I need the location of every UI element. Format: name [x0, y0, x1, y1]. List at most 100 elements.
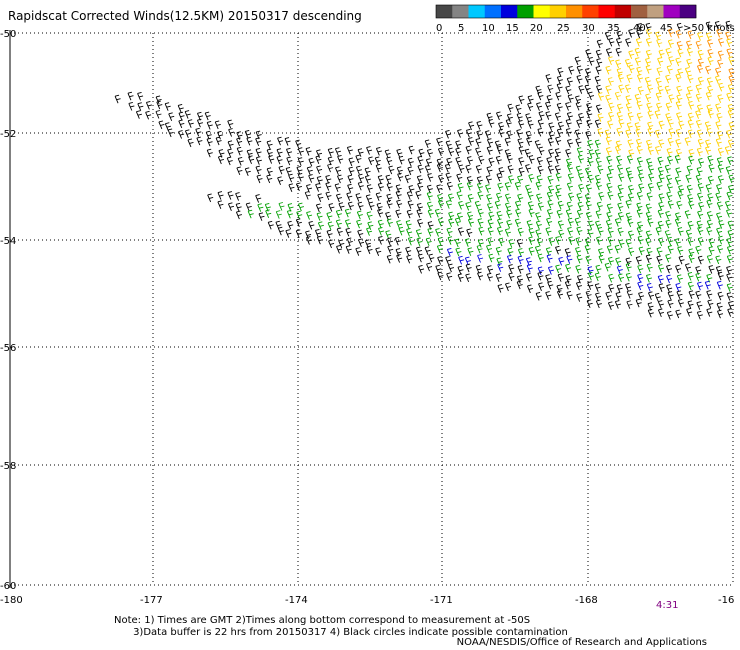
wind-barb — [227, 140, 234, 149]
wind-barb — [705, 91, 712, 101]
wind-barb — [616, 103, 623, 113]
scale-border — [435, 4, 697, 19]
wind-barb — [478, 155, 485, 165]
wind-barb — [184, 129, 191, 139]
wind-barb — [335, 193, 342, 203]
wind-barb — [226, 156, 233, 166]
wind-barb — [457, 182, 464, 192]
wind-barb — [686, 165, 693, 174]
wind-barb — [437, 271, 444, 281]
wind-barb — [246, 136, 253, 146]
wind-barb — [706, 211, 713, 220]
wind-barb — [527, 102, 534, 112]
wind-barb — [465, 263, 472, 273]
wind-barb — [417, 182, 424, 191]
wind-barb — [555, 264, 562, 274]
note-line-1: Note: 1) Times are GMT 2)Times along bot… — [114, 615, 531, 626]
wind-barb — [676, 85, 683, 95]
wind-barb — [687, 30, 694, 40]
wind-barb — [656, 38, 663, 48]
wind-barb — [715, 138, 722, 147]
wind-barb — [558, 256, 565, 266]
wind-barb — [645, 37, 652, 47]
wind-barb — [576, 65, 583, 75]
wind-barb — [346, 192, 353, 201]
wind-barb — [726, 191, 733, 201]
wind-barb — [568, 192, 575, 202]
wind-barb — [514, 181, 521, 191]
wind-barb — [417, 253, 425, 263]
wind-barb — [595, 49, 602, 59]
wind-barb — [638, 246, 645, 256]
wind-barb — [465, 273, 472, 283]
wind-barb — [607, 227, 614, 237]
wind-barb — [585, 49, 592, 58]
wind-barb — [518, 95, 525, 105]
wind-barb — [355, 193, 362, 202]
wind-barb — [227, 191, 234, 200]
wind-barb — [697, 237, 704, 246]
wind-barb — [645, 237, 652, 247]
wind-barb — [187, 119, 194, 128]
wind-barb — [327, 148, 334, 157]
wind-barb — [228, 202, 235, 211]
wind-barb — [658, 120, 665, 130]
lat-tick-label: -60 — [0, 581, 16, 592]
scale-label: 30 — [582, 23, 595, 34]
wind-barb — [698, 201, 705, 211]
wind-barb — [477, 271, 484, 281]
wind-barb — [378, 236, 385, 245]
wind-barb — [187, 138, 194, 148]
wind-barb — [306, 184, 313, 193]
wind-barb — [608, 273, 615, 283]
wind-barb — [666, 183, 673, 192]
wind-barb — [494, 140, 501, 150]
wind-barb — [696, 167, 703, 176]
wind-barb — [424, 139, 431, 149]
wind-barb — [357, 229, 364, 239]
wind-barb — [266, 167, 273, 176]
wind-barb — [114, 94, 121, 104]
wind-barb — [584, 244, 591, 254]
lon-tick-label: -171 — [430, 595, 453, 606]
wind-barb — [487, 226, 494, 236]
wind-barb — [696, 129, 703, 139]
wind-barb — [637, 235, 644, 245]
wind-barb — [506, 113, 513, 123]
wind-barb — [465, 164, 472, 174]
wind-barb — [575, 265, 582, 274]
wind-barb — [285, 166, 292, 176]
wind-barb — [454, 217, 461, 227]
wind-barb — [316, 149, 323, 158]
wind-barb — [335, 166, 342, 176]
scale-swatch — [533, 5, 551, 18]
wind-barb — [674, 218, 681, 227]
wind-barb — [594, 75, 601, 85]
scale-swatch — [647, 5, 664, 18]
wind-barb — [685, 229, 692, 239]
scale-swatch — [436, 5, 453, 18]
wind-barb — [535, 181, 542, 191]
wind-barb — [667, 28, 675, 38]
wind-barb — [528, 227, 535, 237]
wind-barbs — [114, 20, 735, 320]
wind-barb — [618, 84, 625, 94]
wind-barb — [658, 174, 665, 183]
wind-barb — [295, 229, 302, 239]
wind-barb — [435, 264, 442, 274]
wind-barb — [597, 227, 604, 236]
wind-barb — [715, 75, 722, 85]
wind-barb — [458, 200, 465, 210]
wind-barb — [597, 128, 604, 137]
wind-barb — [367, 221, 374, 230]
wind-barb — [488, 211, 495, 221]
wind-barb — [304, 191, 311, 200]
wind-barb — [355, 165, 362, 175]
wind-barb — [576, 209, 583, 219]
wind-barb — [337, 154, 344, 164]
wind-barb — [247, 209, 254, 219]
wind-barb — [305, 147, 312, 156]
wind-barb — [695, 245, 702, 255]
wind-barb — [486, 146, 493, 155]
wind-barb — [576, 226, 583, 236]
